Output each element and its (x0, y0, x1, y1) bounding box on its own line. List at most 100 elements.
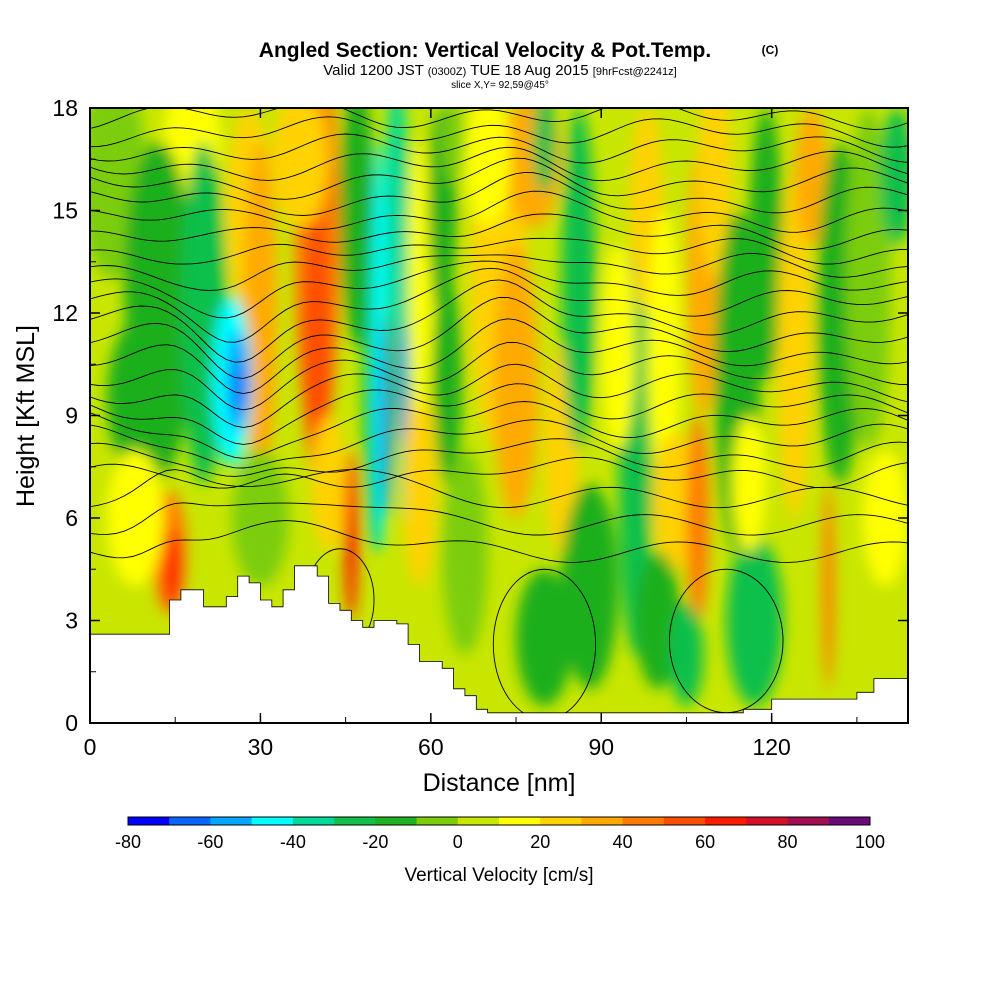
colorbar-swatch (416, 817, 459, 825)
y-tick-label: 15 (52, 198, 78, 224)
isentrope-line (90, 116, 908, 148)
velocity-cell (493, 244, 539, 518)
velocity-cell (408, 142, 431, 416)
velocity-cell (794, 108, 829, 245)
colorbar-swatch (499, 817, 541, 825)
x-tick-label: 120 (752, 734, 790, 760)
velocity-cell (646, 210, 681, 484)
isentrope-line (90, 260, 908, 319)
isentrope-line (90, 213, 908, 250)
valid-time: Valid 1200 JST (323, 62, 423, 79)
velocity-cell (303, 210, 332, 484)
colorbar-tick-label: 100 (855, 832, 885, 852)
colorbar-swatch (334, 817, 376, 825)
velocity-cell (697, 108, 732, 279)
colorbar-swatch (128, 817, 170, 825)
colorbar-tick-label: 60 (695, 832, 715, 852)
x-axis-label: Distance [nm] (423, 769, 576, 797)
isentrope-line (90, 363, 908, 428)
velocity-cell (669, 603, 704, 706)
velocity-cell (442, 108, 465, 184)
velocity-cell (686, 415, 710, 621)
velocity-cell (635, 552, 681, 689)
isentrope-line (90, 237, 908, 265)
velocity-cell (726, 535, 784, 706)
isentrope-line (90, 520, 908, 563)
velocity-cell (442, 449, 488, 655)
valid-zulu: (0300Z) (428, 66, 467, 78)
y-tick-label: 12 (52, 300, 78, 326)
plot-area (90, 108, 908, 723)
colorbar-swatch (581, 817, 624, 825)
velocity-cell (232, 449, 289, 587)
isentrope-line (90, 296, 908, 379)
colorbar-tick-label: -20 (362, 832, 388, 852)
velocity-cell (731, 415, 766, 553)
velocity-cell (601, 244, 636, 450)
colorbar-swatch (746, 817, 789, 825)
isentrope-line (90, 146, 908, 182)
x-tick-label: 30 (248, 734, 274, 760)
isentrope-line (90, 502, 908, 536)
x-axis: 0 30 60 90 120 (84, 108, 858, 760)
colorbar-label: Vertical Velocity [cm/s] (404, 865, 593, 886)
velocity-cell (234, 360, 247, 416)
velocity-cell (464, 108, 511, 228)
y-tick-label: 3 (65, 608, 78, 634)
colorbar-tick-label: -60 (197, 832, 223, 852)
isentrope-line (90, 252, 908, 291)
isentrope-line (90, 279, 908, 363)
y-tick-label: 18 (52, 95, 78, 121)
colorbar-swatch (540, 817, 582, 825)
chart-title: Angled Section: Vertical Velocity & Pot.… (259, 39, 711, 62)
y-tick-label: 6 (65, 505, 78, 531)
chart-subtitle: Valid 1200 JST (0300Z) TUE 18 Aug 2015 [… (323, 62, 676, 79)
valid-date: TUE 18 Aug 2015 (470, 62, 588, 79)
velocity-cell (399, 313, 406, 450)
velocity-cell (107, 449, 164, 587)
y-axis: 0 3 6 9 12 15 18 (52, 95, 908, 736)
isentrope-line (90, 171, 908, 216)
x-tick-label: 90 (588, 734, 614, 760)
y-tick-label: 0 (65, 710, 78, 736)
velocity-cell (344, 449, 359, 621)
isentrope-line (90, 341, 908, 411)
colorbar-swatch (210, 817, 253, 825)
colorbar-tick-label: 80 (778, 832, 798, 852)
colorbar-swatch (292, 817, 335, 825)
isentrope-line (90, 157, 908, 200)
velocity-cell (822, 483, 835, 689)
isentrope-line (90, 419, 908, 469)
slice-info: slice X,Y= 92,59@45° (451, 80, 549, 91)
velocity-cell (845, 108, 891, 450)
colorbar-swatch (169, 817, 211, 825)
velocity-cell (243, 142, 278, 484)
vertical-velocity-field (90, 108, 908, 706)
velocity-cell (777, 176, 812, 519)
isentrope-line (90, 133, 908, 164)
forecast-info: [9hrFcst@2241z] (593, 66, 677, 78)
velocity-cell (516, 569, 573, 706)
isentrope-line (90, 318, 908, 395)
isentrope-line (90, 383, 908, 445)
colorbar-swatch (457, 817, 500, 825)
colorbar-swatch (787, 817, 830, 825)
colorbar: -80 -60 -40 -20 0 20 40 60 80 100 (115, 816, 885, 852)
colorbar-tick-label: -40 (280, 832, 306, 852)
x-tick-label: 0 (84, 734, 97, 760)
colorbar-tick-label: 40 (613, 832, 633, 852)
velocity-cell (380, 313, 390, 518)
colorbar-swatch (663, 817, 706, 825)
isentrope-line (90, 401, 908, 459)
isentrope-line (90, 456, 908, 489)
colorbar-frame (127, 816, 871, 826)
velocity-cell (271, 108, 329, 228)
isentrope-line (90, 468, 908, 509)
velocity-cell (561, 483, 619, 689)
velocity-cell (385, 108, 409, 348)
colorbar-swatch (251, 817, 294, 825)
x-tick-label: 60 (418, 734, 444, 760)
isentrope-line (90, 267, 908, 343)
velocity-cell (561, 108, 596, 450)
